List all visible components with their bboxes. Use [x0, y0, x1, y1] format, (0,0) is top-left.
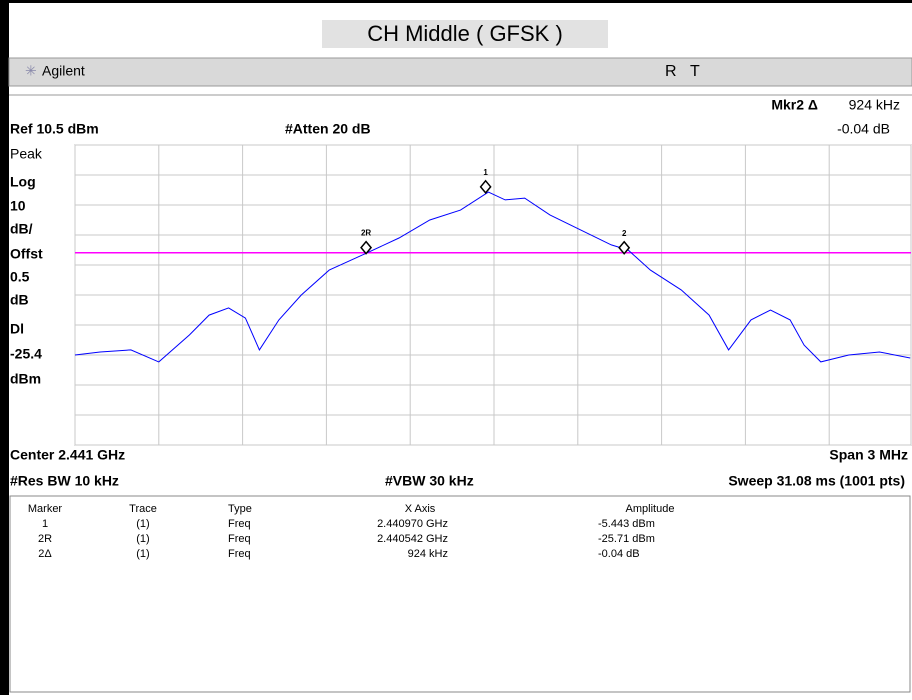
side-label: 0.5 — [10, 269, 30, 285]
side-label: dB/ — [10, 221, 33, 237]
marker — [479, 179, 492, 195]
column-header: Type — [228, 503, 252, 515]
marker-label: 2 — [622, 229, 627, 238]
brand: Agilent — [42, 63, 85, 79]
marker — [618, 240, 631, 255]
table-cell: (1) — [136, 548, 149, 560]
side-label: -25.4 — [10, 346, 42, 362]
vbw: #VBW 30 kHz — [385, 473, 474, 489]
table-cell: (1) — [136, 518, 149, 530]
top-border — [0, 0, 912, 3]
side-label: Offst — [10, 246, 43, 262]
trace — [74, 191, 911, 363]
side-label: 10 — [10, 198, 26, 214]
column-header: X Axis — [405, 503, 436, 515]
table-cell: 1 — [42, 518, 48, 530]
side-labels: Peak Log 10 dB/Offst 0.5 dB Dl -25.4 dBm — [10, 146, 43, 387]
side-label: dBm — [10, 371, 41, 387]
table-cell: 2.440970 GHz — [377, 518, 448, 530]
plot: 1 2R 2 — [74, 144, 912, 446]
left-border — [0, 0, 9, 695]
table-cell: (1) — [136, 533, 149, 545]
sweep: Sweep 31.08 ms (1001 pts) — [728, 473, 905, 489]
side-label: Dl — [10, 321, 24, 337]
ref-level: Ref 10.5 dBm — [10, 121, 99, 137]
table-cell: Freq — [228, 518, 251, 530]
side-label: Peak — [10, 146, 43, 162]
table-cell: 924 kHz — [408, 548, 448, 560]
column-header: Trace — [129, 503, 157, 515]
marker-label: 1 — [483, 168, 488, 177]
column-header: Amplitude — [626, 503, 675, 515]
marker-amplitude: -0.04 dB — [837, 121, 890, 137]
table-cell: -5.443 dBm — [598, 518, 655, 530]
table-cell: -25.71 dBm — [598, 533, 655, 545]
title: CH Middle ( GFSK ) — [367, 21, 563, 46]
table-cell: -0.04 dB — [598, 548, 640, 560]
marker-label: Mkr2 Δ — [771, 97, 818, 113]
marker — [360, 240, 373, 255]
attenuation: #Atten 20 dB — [285, 121, 371, 137]
table-cell: 2.440542 GHz — [377, 533, 448, 545]
marker-table: Marker Trace Type X Axis Amplitude 1 (1) Freq 2.… — [28, 503, 675, 560]
status: T — [690, 63, 700, 80]
toolbar — [8, 57, 912, 87]
table-frame — [9, 495, 911, 693]
logo: ✳ — [25, 63, 37, 79]
marker-label: 2R — [361, 229, 371, 238]
column-header: Marker — [28, 503, 63, 515]
span: Span 3 MHz — [829, 447, 908, 463]
rbw: #Res BW 10 kHz — [10, 473, 119, 489]
table-cell: Freq — [228, 533, 251, 545]
center-freq: Center 2.441 GHz — [10, 447, 125, 463]
side-label: Log — [10, 174, 36, 190]
status: R — [665, 63, 677, 80]
side-label: dB — [10, 292, 29, 308]
title-box — [322, 20, 608, 48]
table-cell: 2Δ — [38, 548, 52, 560]
marker-value: 924 kHz — [849, 97, 900, 113]
table-cell: Freq — [228, 548, 251, 560]
table-cell: 2R — [38, 533, 52, 545]
